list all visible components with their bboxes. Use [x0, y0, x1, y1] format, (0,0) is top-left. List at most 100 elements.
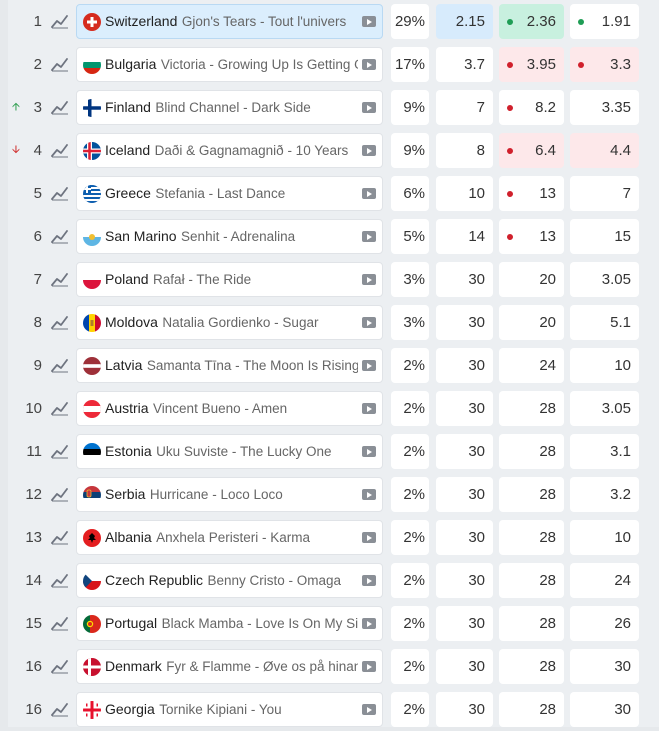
odds-cell-o1[interactable]: 30: [436, 692, 493, 727]
video-play-icon[interactable]: [362, 403, 376, 414]
video-play-icon[interactable]: [362, 16, 376, 27]
odds-cell-o1[interactable]: 30: [436, 348, 493, 383]
odds-cell-o2[interactable]: 28: [499, 606, 564, 641]
odds-cell-o1[interactable]: 3.7: [436, 47, 493, 82]
odds-cell-o3[interactable]: 10: [570, 520, 639, 555]
video-play-icon[interactable]: [362, 704, 376, 715]
entry-cell[interactable]: Poland Rafał - The Ride: [76, 262, 383, 297]
odds-cell-o3[interactable]: 7: [570, 176, 639, 211]
odds-cell-o3[interactable]: 1.91: [570, 4, 639, 39]
odds-cell-o1[interactable]: 30: [436, 477, 493, 512]
odds-cell-o2[interactable]: 28: [499, 649, 564, 684]
video-play-icon[interactable]: [362, 102, 376, 113]
trend-chart-icon[interactable]: [51, 443, 69, 459]
odds-cell-o2[interactable]: 20: [499, 305, 564, 340]
odds-cell-o3[interactable]: 15: [570, 219, 639, 254]
trend-chart-icon[interactable]: [51, 701, 69, 717]
entry-cell[interactable]: Greece Stefania - Last Dance: [76, 176, 383, 211]
trend-chart-icon[interactable]: [51, 228, 69, 244]
trend-chart-icon[interactable]: [51, 615, 69, 631]
odds-cell-o2[interactable]: 28: [499, 434, 564, 469]
trend-chart-icon[interactable]: [51, 572, 69, 588]
entry-cell[interactable]: Iceland Daði & Gagnamagnið - 10 Years: [76, 133, 383, 168]
odds-cell-o3[interactable]: 3.35: [570, 90, 639, 125]
trend-chart-icon[interactable]: [51, 486, 69, 502]
odds-cell-o1[interactable]: 30: [436, 434, 493, 469]
video-play-icon[interactable]: [362, 661, 376, 672]
odds-cell-o2[interactable]: 24: [499, 348, 564, 383]
odds-cell-o3[interactable]: 3.05: [570, 391, 639, 426]
video-play-icon[interactable]: [362, 532, 376, 543]
entry-cell[interactable]: Czech Republic Benny Cristo - Omaga: [76, 563, 383, 598]
odds-cell-o3[interactable]: 26: [570, 606, 639, 641]
entry-cell[interactable]: Serbia Hurricane - Loco Loco: [76, 477, 383, 512]
odds-cell-o1[interactable]: 30: [436, 563, 493, 598]
odds-cell-o1[interactable]: 30: [436, 520, 493, 555]
odds-cell-o3[interactable]: 24: [570, 563, 639, 598]
trend-chart-icon[interactable]: [51, 314, 69, 330]
trend-chart-icon[interactable]: [51, 56, 69, 72]
odds-cell-o2[interactable]: 28: [499, 692, 564, 727]
odds-cell-o2[interactable]: 6.4: [499, 133, 564, 168]
odds-cell-o2[interactable]: 28: [499, 391, 564, 426]
odds-cell-o2[interactable]: 8.2: [499, 90, 564, 125]
odds-cell-o3[interactable]: 30: [570, 649, 639, 684]
video-play-icon[interactable]: [362, 575, 376, 586]
video-play-icon[interactable]: [362, 618, 376, 629]
odds-cell-o2[interactable]: 13: [499, 219, 564, 254]
odds-cell-o2[interactable]: 28: [499, 520, 564, 555]
odds-cell-o1[interactable]: 30: [436, 262, 493, 297]
odds-cell-o3[interactable]: 5.1: [570, 305, 639, 340]
odds-cell-o3[interactable]: 4.4: [570, 133, 639, 168]
entry-cell[interactable]: Bulgaria Victoria - Growing Up Is Gettin…: [76, 47, 383, 82]
odds-cell-o1[interactable]: 30: [436, 391, 493, 426]
trend-chart-icon[interactable]: [51, 529, 69, 545]
video-play-icon[interactable]: [362, 231, 376, 242]
video-play-icon[interactable]: [362, 360, 376, 371]
odds-cell-o3[interactable]: 10: [570, 348, 639, 383]
video-play-icon[interactable]: [362, 489, 376, 500]
odds-cell-o3[interactable]: 3.1: [570, 434, 639, 469]
odds-cell-o2[interactable]: 28: [499, 563, 564, 598]
trend-chart-icon[interactable]: [51, 13, 69, 29]
entry-cell[interactable]: Switzerland Gjon's Tears - Tout l'univer…: [76, 4, 383, 39]
odds-cell-o1[interactable]: 30: [436, 606, 493, 641]
video-play-icon[interactable]: [362, 145, 376, 156]
trend-chart-icon[interactable]: [51, 357, 69, 373]
entry-cell[interactable]: San Marino Senhit - Adrenalina: [76, 219, 383, 254]
trend-chart-icon[interactable]: [51, 400, 69, 416]
video-play-icon[interactable]: [362, 317, 376, 328]
odds-cell-o1[interactable]: 7: [436, 90, 493, 125]
entry-cell[interactable]: Estonia Uku Suviste - The Lucky One: [76, 434, 383, 469]
odds-cell-o1[interactable]: 2.15: [436, 4, 493, 39]
video-play-icon[interactable]: [362, 188, 376, 199]
trend-chart-icon[interactable]: [51, 185, 69, 201]
trend-chart-icon[interactable]: [51, 99, 69, 115]
entry-cell[interactable]: Georgia Tornike Kipiani - You: [76, 692, 383, 727]
entry-cell[interactable]: Finland Blind Channel - Dark Side: [76, 90, 383, 125]
odds-cell-o3[interactable]: 3.2: [570, 477, 639, 512]
odds-cell-o1[interactable]: 10: [436, 176, 493, 211]
odds-cell-o3[interactable]: 3.3: [570, 47, 639, 82]
video-play-icon[interactable]: [362, 59, 376, 70]
odds-cell-o3[interactable]: 30: [570, 692, 639, 727]
odds-cell-o1[interactable]: 30: [436, 649, 493, 684]
entry-cell[interactable]: Denmark Fyr & Flamme - Øve os på hinande…: [76, 649, 383, 684]
odds-cell-o1[interactable]: 14: [436, 219, 493, 254]
odds-cell-o1[interactable]: 8: [436, 133, 493, 168]
entry-cell[interactable]: Albania Anxhela Peristeri - Karma: [76, 520, 383, 555]
trend-chart-icon[interactable]: [51, 658, 69, 674]
odds-cell-o2[interactable]: 2.36: [499, 4, 564, 39]
odds-cell-o2[interactable]: 13: [499, 176, 564, 211]
odds-cell-o1[interactable]: 30: [436, 305, 493, 340]
entry-cell[interactable]: Portugal Black Mamba - Love Is On My Sid…: [76, 606, 383, 641]
odds-cell-o2[interactable]: 20: [499, 262, 564, 297]
entry-cell[interactable]: Moldova Natalia Gordienko - Sugar: [76, 305, 383, 340]
odds-cell-o2[interactable]: 3.95: [499, 47, 564, 82]
video-play-icon[interactable]: [362, 274, 376, 285]
video-play-icon[interactable]: [362, 446, 376, 457]
entry-cell[interactable]: Austria Vincent Bueno - Amen: [76, 391, 383, 426]
entry-cell[interactable]: Latvia Samanta Tīna - The Moon Is Rising: [76, 348, 383, 383]
trend-chart-icon[interactable]: [51, 142, 69, 158]
trend-chart-icon[interactable]: [51, 271, 69, 287]
